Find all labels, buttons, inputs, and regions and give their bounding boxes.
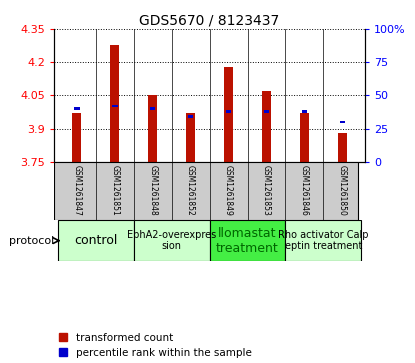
Bar [72, 113, 81, 162]
Bar [224, 67, 233, 162]
Bar [186, 113, 195, 162]
Text: GSM1261853: GSM1261853 [262, 166, 271, 216]
Text: llomastat
treatment: llomastat treatment [216, 227, 279, 254]
Bar [226, 110, 232, 113]
Text: EphA2-overexpres
sion: EphA2-overexpres sion [127, 230, 216, 252]
Bar [264, 110, 269, 113]
Bar [300, 113, 309, 162]
Bar [210, 220, 286, 261]
Bar [110, 45, 120, 162]
Text: GSM1261846: GSM1261846 [300, 166, 309, 216]
Text: GSM1261848: GSM1261848 [148, 166, 157, 216]
Text: GSM1261850: GSM1261850 [338, 166, 347, 216]
Bar [150, 107, 156, 110]
Bar [339, 121, 345, 123]
Text: GSM1261851: GSM1261851 [110, 166, 119, 216]
Bar [148, 95, 157, 162]
Bar [74, 107, 80, 110]
Title: GDS5670 / 8123437: GDS5670 / 8123437 [139, 14, 280, 28]
Text: GSM1261849: GSM1261849 [224, 166, 233, 216]
Text: protocol: protocol [10, 236, 55, 246]
Text: control: control [74, 234, 117, 247]
Bar [286, 220, 361, 261]
Bar [262, 91, 271, 162]
Text: GSM1261847: GSM1261847 [72, 166, 81, 216]
Bar [112, 105, 117, 107]
Bar [134, 220, 210, 261]
Text: GSM1261852: GSM1261852 [186, 166, 195, 216]
Text: Rho activator Calp
eptin treatment: Rho activator Calp eptin treatment [278, 230, 369, 252]
Bar [188, 115, 193, 118]
Bar [302, 110, 308, 113]
Bar [58, 220, 134, 261]
Legend: transformed count, percentile rank within the sample: transformed count, percentile rank withi… [59, 333, 252, 358]
Bar [338, 133, 347, 162]
